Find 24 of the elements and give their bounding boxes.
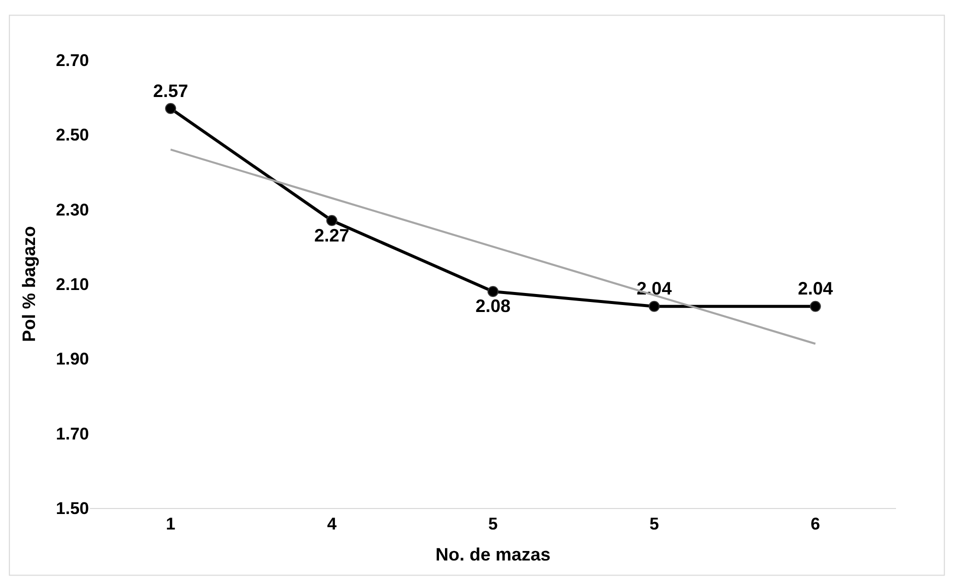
point <box>648 300 660 312</box>
data-label: 2.08 <box>475 296 511 316</box>
x-tick-label: 4 <box>327 514 338 534</box>
data-label: 2.27 <box>314 225 350 246</box>
y-tick-label: 1.70 <box>56 424 89 444</box>
x-tick-label: 5 <box>649 514 659 534</box>
x-tick-label: 6 <box>810 514 820 534</box>
data-label: 2.04 <box>636 278 672 299</box>
y-tick-label: 2.30 <box>56 200 89 220</box>
x-tick-label: 1 <box>166 514 176 534</box>
x-tick-label: 5 <box>488 514 498 534</box>
point <box>165 103 176 114</box>
point <box>326 215 338 226</box>
data-label: 2.04 <box>798 278 833 299</box>
y-tick-label: 2.70 <box>56 50 89 70</box>
y-tick-label: 1.90 <box>56 350 89 369</box>
data-label: 2.57 <box>153 80 188 101</box>
y-tick-label: 2.50 <box>56 126 89 145</box>
x-axis-title: No. de mazas <box>435 544 551 564</box>
y-axis-title: Pol % bagazo <box>19 226 40 342</box>
y-tick-label: 2.10 <box>56 274 89 294</box>
point <box>810 300 821 312</box>
point <box>488 286 498 297</box>
y-tick-label: 1.50 <box>56 498 89 518</box>
